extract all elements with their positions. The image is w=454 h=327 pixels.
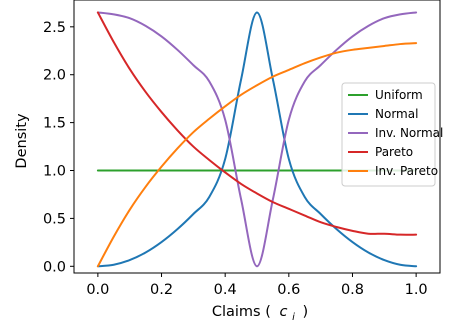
x-tick-label: 0.0 [86, 282, 109, 298]
legend-label-inv-normal: Inv. Normal [375, 126, 443, 140]
x-tick-label: 0.6 [277, 282, 300, 298]
y-tick-label: 1.5 [43, 116, 66, 132]
legend: Uniform Normal Inv. Normal Pareto Inv. Paret… [341, 82, 443, 187]
ticks-layer: 0.0 0.2 0.4 0.6 0.8 1.0 0.0 0.5 1.0 1.5 2.0 2.5 [43, 20, 428, 298]
x-tick-label: 1.0 [405, 282, 428, 298]
series-line-pareto [96, 11, 418, 236]
y-tick-label: 2.5 [43, 20, 66, 36]
series-line-normal [96, 11, 418, 268]
legend-label-uniform: Uniform [375, 88, 423, 102]
y-tick-label: 1.0 [43, 164, 66, 180]
legend-label-inv-pareto: Inv. Pareto [375, 164, 438, 178]
series-line-inv-normal [96, 11, 418, 268]
x-axis-label: Claims ( c i ) [212, 304, 308, 324]
y-tick-label: 0.0 [43, 259, 66, 275]
x-tick-label: 0.2 [150, 282, 173, 298]
y-tick-label: 2.0 [43, 68, 66, 84]
x-axis-label-subscript: i [292, 312, 295, 323]
x-tick-label: 0.4 [214, 282, 237, 298]
x-tick-label: 0.8 [341, 282, 364, 298]
legend-label-pareto: Pareto [375, 145, 413, 159]
legend-box [341, 82, 436, 187]
x-axis-label-close: ) [302, 304, 308, 320]
x-axis-label-variable: c [279, 304, 287, 320]
x-axis-label-main: Claims ( [212, 304, 271, 320]
y-tick-label: 0.5 [43, 211, 66, 227]
axes-spines [73, 0, 441, 274]
series-line-inv-pareto [96, 42, 418, 268]
axes-frame [73, 0, 441, 274]
y-axis-label: Density [14, 113, 30, 169]
legend-label-normal: Normal [375, 107, 418, 121]
